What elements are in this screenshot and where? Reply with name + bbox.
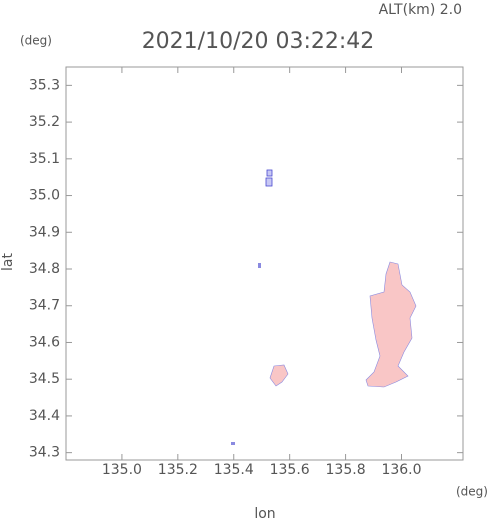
y-tick-label: 34.7 — [29, 298, 60, 314]
y-tick-label: 34.9 — [29, 224, 60, 240]
echo-areas — [231, 169, 417, 445]
x-tick-label: 135.2 — [158, 462, 198, 478]
y-tick-label: 34.8 — [29, 261, 60, 277]
x-tick-label: 135.6 — [270, 462, 310, 478]
echo — [258, 263, 261, 268]
echo — [269, 364, 289, 387]
x-tick-label: 135.0 — [102, 462, 142, 478]
x-axis-label: lon — [254, 506, 275, 521]
chart-title: 2021/10/20 03:22:42 — [142, 29, 375, 54]
y-tick-label: 34.5 — [29, 371, 60, 387]
x-unit: (deg) — [456, 485, 488, 499]
echo — [266, 169, 273, 177]
altitude: ALT(km) 2.0 — [379, 2, 462, 18]
y-axis-label: lat — [0, 253, 16, 271]
plot-frame — [65, 66, 464, 461]
echo — [231, 442, 235, 445]
y-unit: (deg) — [20, 34, 52, 48]
y-tick-label: 34.4 — [29, 408, 60, 424]
y-tick-label: 35.3 — [29, 77, 60, 93]
y-tick-label: 34.6 — [29, 334, 60, 350]
y-tick-label: 35.0 — [29, 188, 60, 204]
x-tick-label: 136.0 — [381, 462, 421, 478]
echo — [265, 177, 273, 187]
y-tick-label: 35.2 — [29, 114, 60, 130]
echo — [365, 261, 417, 388]
y-tick-label: 35.1 — [29, 151, 60, 167]
x-tick-label: 135.8 — [326, 462, 366, 478]
y-tick-label: 34.3 — [29, 445, 60, 461]
x-tick-label: 135.4 — [214, 462, 254, 478]
